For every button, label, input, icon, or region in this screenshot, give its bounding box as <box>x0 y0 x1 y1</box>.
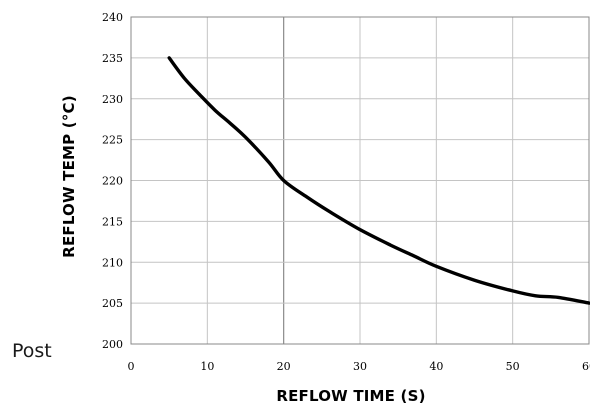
x-tick-label: 60 <box>582 360 590 373</box>
x-tick-label: 30 <box>353 360 367 373</box>
y-tick-label: 225 <box>102 134 123 147</box>
tick-labels: 0 10 20 30 40 50 60 200 205 210 215 220 225 230 235 240 <box>102 11 590 373</box>
y-tick-label: 200 <box>102 338 123 351</box>
plot-frame <box>130 16 590 345</box>
x-tick-label: 50 <box>506 360 520 373</box>
y-tick-label: 235 <box>102 52 123 65</box>
y-tick-label: 220 <box>102 175 123 188</box>
series-line <box>167 56 590 305</box>
y-axis-title: REFLOW TEMP (°C) <box>60 95 78 258</box>
y-tick-label: 215 <box>102 215 123 228</box>
x-tick-label: 0 <box>128 360 135 373</box>
grid <box>131 17 589 344</box>
x-axis-title: REFLOW TIME (S) <box>276 387 425 405</box>
y-tick-label: 240 <box>102 11 123 24</box>
y-tick-label: 230 <box>102 93 123 106</box>
x-tick-label: 10 <box>200 360 214 373</box>
x-tick-label: 20 <box>277 360 291 373</box>
x-tick-label: 40 <box>429 360 443 373</box>
y-tick-label: 205 <box>102 297 123 310</box>
y-tick-label: 210 <box>102 256 123 269</box>
post-label: Post <box>12 340 52 362</box>
